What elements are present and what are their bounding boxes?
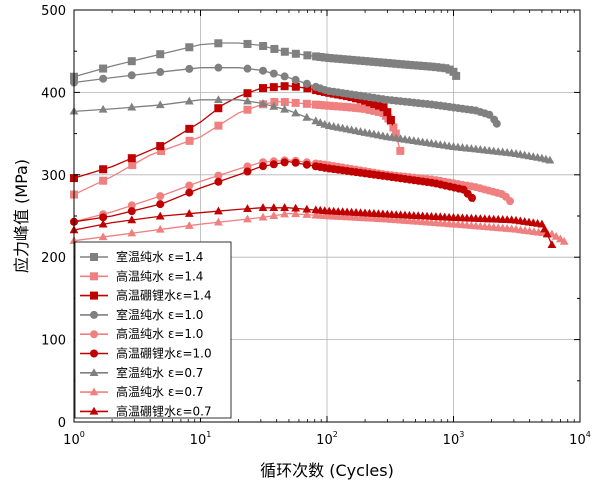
data-point [269, 101, 279, 110]
x-tick-label: 104 [569, 430, 591, 448]
series-line [73, 99, 553, 162]
data-point [127, 215, 137, 224]
data-point [213, 217, 223, 226]
legend-label: 高温硼锂水ε=1.0 [116, 346, 212, 361]
legend-label: 室温纯水 ε=0.7 [116, 365, 203, 380]
data-point [127, 102, 137, 111]
legend-marker [90, 253, 98, 261]
data-point [258, 212, 268, 221]
series-6 [70, 158, 476, 226]
data-point [184, 209, 194, 217]
series-layer [69, 39, 569, 249]
legend-box [74, 241, 232, 419]
x-tick-label: 101 [190, 430, 212, 448]
data-point [243, 214, 252, 223]
series-line [73, 207, 553, 246]
x-tick-label: 102 [316, 430, 338, 448]
series-line [73, 160, 475, 223]
data-point [243, 204, 252, 212]
y-axis-title: 应力峰值 (MPa) [12, 159, 31, 273]
data-point [280, 209, 290, 218]
legend-label: 高温纯水 ε=1.4 [116, 268, 203, 283]
data-point [127, 228, 137, 237]
data-point [291, 209, 301, 218]
series-line [73, 67, 498, 125]
data-point [492, 119, 501, 128]
data-point [280, 104, 290, 113]
y-tick-label: 500 [41, 4, 66, 19]
data-point [214, 95, 223, 104]
data-point [269, 203, 279, 211]
y-tick-label: 400 [41, 86, 66, 101]
data-point [243, 96, 252, 105]
legend-marker [90, 310, 98, 319]
data-point [280, 203, 290, 211]
series-9 [69, 203, 557, 249]
series-7 [69, 95, 555, 164]
legend-label: 高温纯水 ε=0.7 [116, 384, 203, 399]
data-point [155, 224, 165, 233]
data-point [98, 104, 108, 113]
y-tick-label: 200 [41, 251, 66, 266]
data-point [302, 210, 312, 218]
data-point [258, 99, 268, 107]
legend-marker [90, 349, 98, 358]
data-point [155, 100, 165, 109]
series-line [73, 212, 565, 243]
series-8 [69, 209, 569, 245]
data-point [155, 211, 165, 220]
series-4 [70, 63, 501, 128]
legend-label: 高温纯水 ε=1.0 [116, 326, 203, 341]
data-point [291, 203, 301, 212]
data-point [214, 206, 223, 215]
data-point [269, 211, 279, 219]
y-tick-label: 300 [41, 169, 66, 184]
series-line [73, 159, 511, 223]
legend-label: 高温硼锂水ε=0.7 [116, 403, 212, 418]
y-tick-label: 0 [58, 416, 66, 431]
series-line [73, 85, 394, 179]
data-point [396, 146, 405, 155]
x-tick-label: 100 [63, 430, 85, 448]
legend-marker [90, 272, 98, 281]
legend-marker [89, 406, 99, 415]
legend: 室温纯水 ε=1.4 高温纯水 ε=1.4 高温硼锂水ε=1.4 室温纯水 ε=1.0… [74, 241, 232, 419]
data-point [184, 221, 194, 229]
data-point [98, 232, 108, 241]
x-axis-title: 循环次数 (Cycles) [260, 461, 394, 480]
legend-marker [89, 368, 99, 376]
y-tick-label: 100 [41, 334, 66, 349]
data-point [258, 203, 268, 211]
data-point [452, 71, 461, 80]
series-line [73, 42, 457, 78]
legend-marker [89, 387, 99, 396]
data-point [302, 204, 312, 213]
legend-label: 室温纯水 ε=1.4 [116, 249, 203, 264]
data-point [184, 96, 194, 105]
legend-marker [90, 291, 98, 300]
data-point [98, 219, 108, 228]
legend-marker [90, 330, 98, 339]
x-tick-label: 103 [443, 430, 465, 448]
legend-label: 高温硼锂水ε=1.4 [116, 288, 212, 303]
data-point [545, 155, 555, 164]
legend-label: 室温纯水 ε=1.0 [116, 307, 203, 322]
